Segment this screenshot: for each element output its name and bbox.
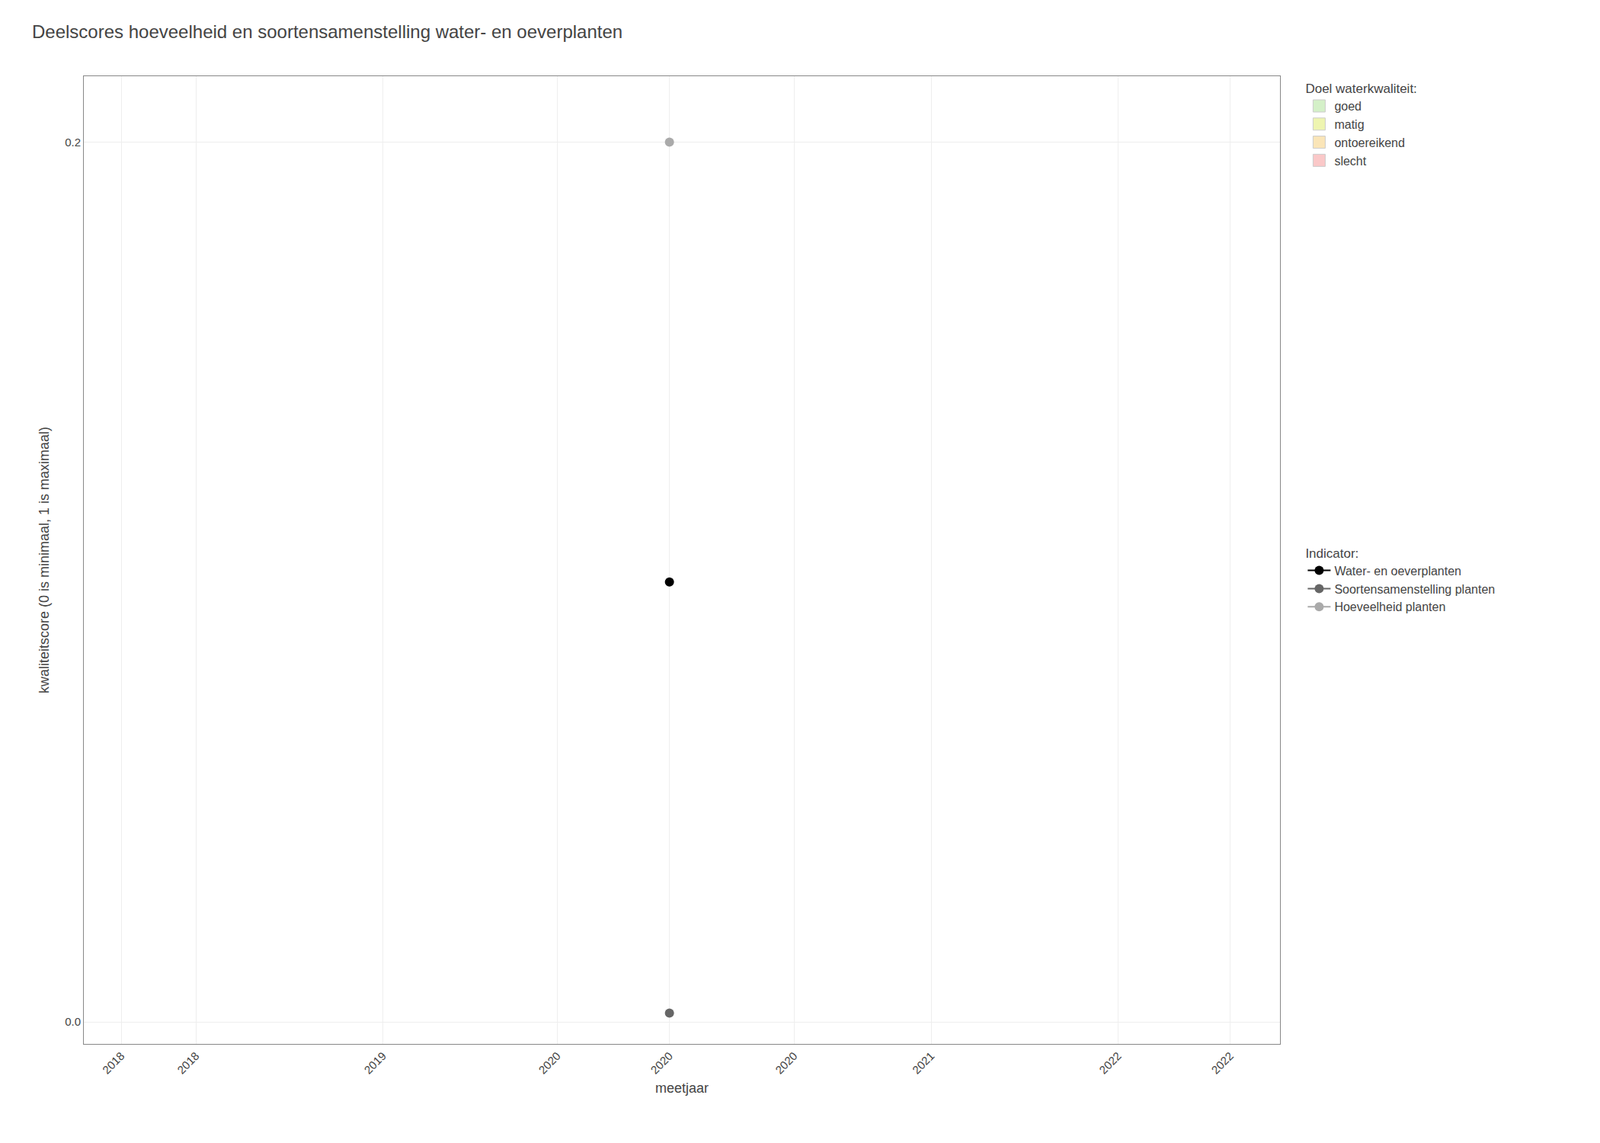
svg-text:meetjaar: meetjaar — [655, 1080, 709, 1096]
svg-text:2020: 2020 — [535, 1049, 564, 1077]
svg-text:2019: 2019 — [361, 1049, 389, 1077]
svg-text:kwaliteitscore (0 is minimaal,: kwaliteitscore (0 is minimaal, 1 is maxi… — [36, 426, 52, 694]
svg-text:0.2: 0.2 — [64, 135, 81, 149]
svg-text:Deelscores hoeveelheid en soor: Deelscores hoeveelheid en soortensamenst… — [32, 21, 623, 42]
svg-text:Water- en oeverplanten: Water- en oeverplanten — [1334, 564, 1462, 578]
svg-text:goed: goed — [1334, 99, 1362, 113]
svg-text:ontoereikend: ontoereikend — [1334, 136, 1405, 150]
svg-text:2021: 2021 — [909, 1049, 938, 1077]
svg-text:2022: 2022 — [1208, 1049, 1236, 1077]
svg-text:matig: matig — [1334, 118, 1364, 132]
svg-text:2020: 2020 — [647, 1049, 676, 1077]
svg-text:Hoeveelheid planten: Hoeveelheid planten — [1334, 600, 1446, 614]
svg-text:2022: 2022 — [1096, 1049, 1124, 1077]
svg-text:Indicator:: Indicator: — [1305, 546, 1359, 561]
svg-text:2018: 2018 — [174, 1049, 202, 1077]
svg-text:2020: 2020 — [772, 1049, 800, 1077]
svg-text:Soortensamenstelling planten: Soortensamenstelling planten — [1334, 582, 1495, 596]
svg-text:0.0: 0.0 — [64, 1014, 81, 1028]
svg-text:2018: 2018 — [99, 1049, 128, 1077]
svg-text:Doel waterkwaliteit:: Doel waterkwaliteit: — [1305, 81, 1417, 96]
svg-text:slecht: slecht — [1334, 154, 1367, 168]
